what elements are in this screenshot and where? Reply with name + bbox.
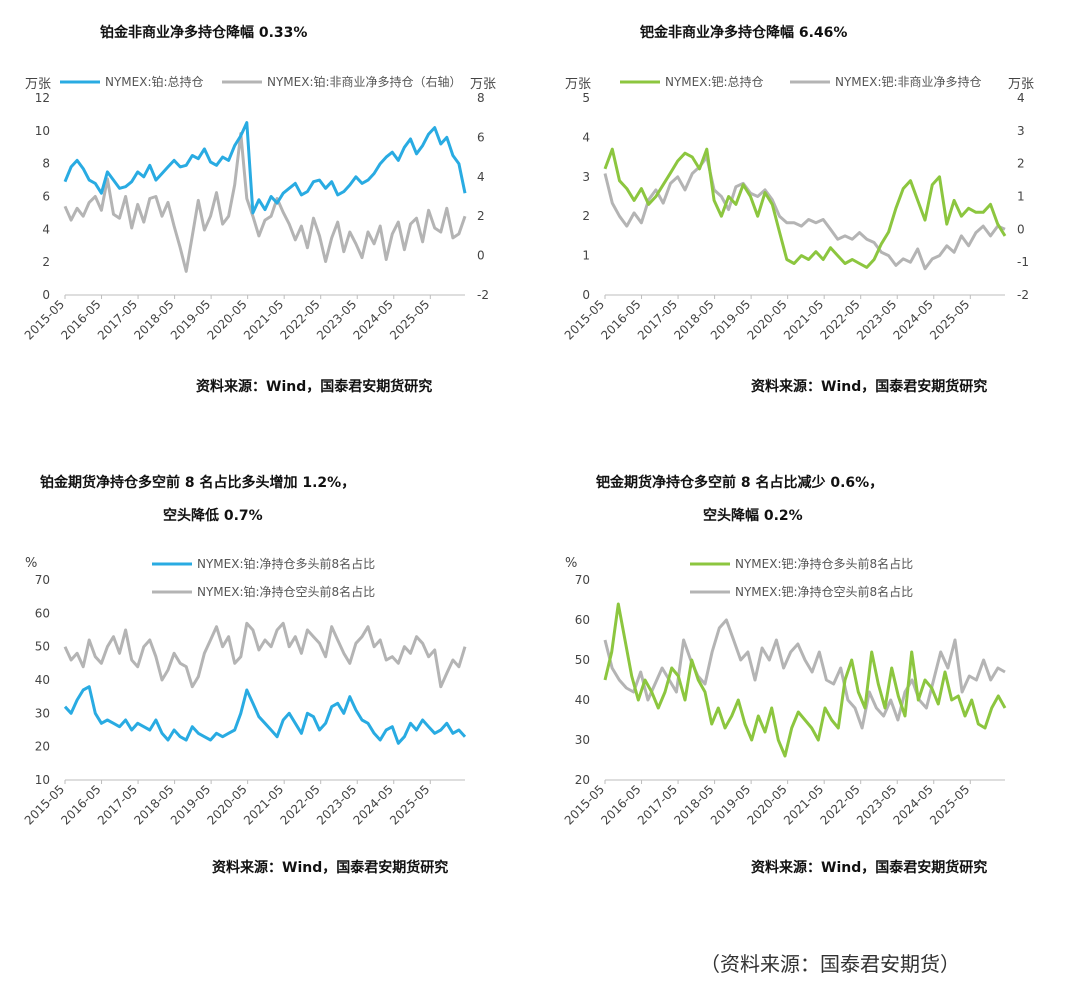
- y-tick-label: 0: [582, 288, 590, 302]
- y2-tick-label: 0: [1017, 222, 1025, 236]
- y-tick-label: 2: [42, 255, 50, 269]
- chart-title: 钯金非商业净多持仓降幅 6.46%: [640, 25, 848, 41]
- series-line: [63, 121, 467, 215]
- y2-tick-label: 1: [1017, 190, 1025, 204]
- x-tick-label: 2025-05: [387, 782, 432, 827]
- legend-label: NYMEX:铂:非商业净多持仓（右轴）: [267, 74, 462, 89]
- chart-svg: 万张 万张024681012-2024682015-052016-052017-0…: [22, 74, 496, 343]
- y-tick-label: 8: [42, 157, 50, 171]
- y-tick-label: 70: [35, 573, 50, 587]
- series-line: [603, 602, 1007, 758]
- legend-label: NYMEX:钯:净持仓多头前8名占比: [735, 556, 913, 571]
- x-tick-label: 2025-05: [927, 782, 972, 827]
- y-tick-label: 6: [42, 190, 50, 204]
- y-tick-label: 12: [35, 91, 50, 105]
- series-line: [63, 621, 467, 689]
- y-axis-unit-right: 万张: [1008, 77, 1034, 92]
- chart-title-line-1: 钯金期货净持仓多空前 8 名占比减少 0.6%，: [596, 475, 884, 491]
- y2-tick-label: 2: [477, 209, 485, 223]
- y-tick-label: 1: [582, 249, 590, 263]
- y-axis-unit-left: %: [25, 556, 37, 571]
- y-tick-label: 60: [575, 613, 590, 627]
- y2-tick-label: -2: [1017, 288, 1029, 302]
- chart-source: 资料来源：Wind，国泰君安期货研究: [196, 379, 433, 395]
- y2-tick-label: 8: [477, 91, 485, 105]
- y-tick-label: 60: [35, 606, 50, 620]
- y-tick-label: 70: [575, 573, 590, 587]
- y2-tick-label: 2: [1017, 157, 1025, 171]
- chart-svg: 万张 万张012345-2-1012342015-052016-052017-05…: [562, 74, 1034, 343]
- chart-svg: %2030405060702015-052016-052017-052018-0…: [562, 556, 1007, 828]
- y2-tick-label: 4: [477, 170, 485, 184]
- legend-label: NYMEX:钯:非商业净多持仓: [835, 74, 982, 89]
- series-line: [603, 155, 1006, 271]
- y2-tick-label: 0: [477, 249, 485, 263]
- series-line: [63, 132, 467, 273]
- y-tick-label: 40: [575, 693, 590, 707]
- series-line: [63, 685, 467, 745]
- y-tick-label: 20: [575, 773, 590, 787]
- y-tick-label: 4: [582, 130, 590, 144]
- chart-source: 资料来源：Wind，国泰君安期货研究: [751, 860, 988, 876]
- legend-label: NYMEX:钯:总持仓: [665, 74, 764, 89]
- chart-title-line-2: 空头降低 0.7%: [163, 508, 263, 524]
- x-tick-label: 2025-05: [927, 297, 972, 342]
- y2-tick-label: 6: [477, 130, 485, 144]
- chart-title-line-1: 铂金期货净持仓多空前 8 名占比多头增加 1.2%，: [40, 475, 356, 491]
- chart-svg: %102030405060702015-052016-052017-052018…: [22, 556, 467, 828]
- y-tick-label: 10: [35, 773, 50, 787]
- x-tick-label: 2025-05: [387, 297, 432, 342]
- chart-title-line-2: 空头降幅 0.2%: [703, 508, 803, 524]
- y-tick-label: 4: [42, 222, 50, 236]
- legend-label: NYMEX:铂:总持仓: [105, 74, 204, 89]
- y2-tick-label: -1: [1017, 255, 1029, 269]
- legend-label: NYMEX:铂:净持仓多头前8名占比: [197, 556, 375, 571]
- series-line: [603, 618, 1006, 730]
- y-tick-label: 2: [582, 209, 590, 223]
- y-tick-label: 40: [35, 673, 50, 687]
- y-axis-unit-right: 万张: [470, 77, 496, 92]
- y-tick-label: 3: [582, 170, 590, 184]
- y-tick-label: 20: [35, 740, 50, 754]
- legend-label: NYMEX:铂:净持仓空头前8名占比: [197, 584, 375, 599]
- y-tick-label: 30: [35, 706, 50, 720]
- legend-label: NYMEX:钯:净持仓空头前8名占比: [735, 584, 913, 599]
- y-tick-label: 50: [575, 653, 590, 667]
- y-axis-unit-left: 万张: [565, 77, 591, 92]
- y-tick-label: 50: [35, 640, 50, 654]
- chart-source: 资料来源：Wind，国泰君安期货研究: [212, 860, 449, 876]
- series-line: [603, 147, 1007, 269]
- y2-tick-label: 3: [1017, 124, 1025, 138]
- y2-tick-label: -2: [477, 288, 489, 302]
- y-axis-unit-left: %: [565, 556, 577, 571]
- footer-source: （资料来源：国泰君安期货）: [700, 952, 960, 976]
- y-tick-label: 10: [35, 124, 50, 138]
- chart-source: 资料来源：Wind，国泰君安期货研究: [751, 379, 988, 395]
- y2-tick-label: 4: [1017, 91, 1025, 105]
- y-tick-label: 30: [575, 733, 590, 747]
- chart-title: 铂金非商业净多持仓降幅 0.33%: [100, 25, 308, 41]
- y-axis-unit-left: 万张: [25, 77, 51, 92]
- y-tick-label: 5: [582, 91, 590, 105]
- y-tick-label: 0: [42, 288, 50, 302]
